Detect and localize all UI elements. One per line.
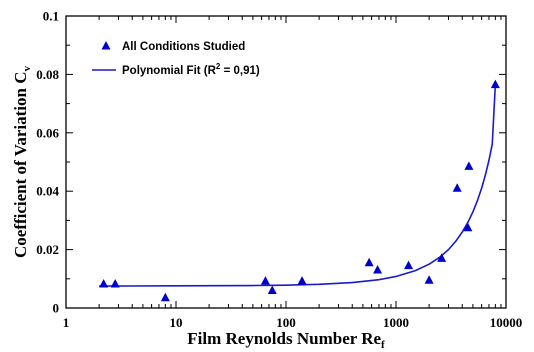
- data-point-marker: [424, 275, 434, 284]
- data-point-marker: [463, 222, 473, 232]
- data-point-marker: [490, 79, 500, 89]
- x-axis-title: Film Reynolds Number Ref: [187, 329, 385, 351]
- y-tick-label: 0: [53, 301, 60, 316]
- plot-frame: [65, 15, 507, 309]
- fit-layer: [99, 84, 497, 287]
- data-point-marker: [297, 276, 307, 285]
- data-point-marker: [99, 279, 109, 288]
- y-tick-label: 0.06: [36, 125, 59, 140]
- data-point-marker: [373, 265, 383, 274]
- axis-tick-labels: 1 10 100 1000 10000 0 0.02 0.04 0.06 0.08 0.1: [36, 9, 522, 331]
- x-tick-label: 1000: [383, 315, 409, 330]
- y-tick-label: 0.02: [36, 242, 59, 257]
- marker-layer: [99, 79, 500, 302]
- data-point-marker: [364, 257, 374, 267]
- legend: All Conditions Studied Polynomial Fit (R…: [92, 41, 260, 77]
- fit-curve: [99, 84, 497, 287]
- y-tick-label: 0.08: [36, 67, 59, 82]
- legend-label-fit: Polynomial Fit (R2 = 0,91): [122, 62, 260, 77]
- data-point-marker: [404, 260, 414, 270]
- data-point-marker: [437, 253, 447, 262]
- data-point-marker: [267, 285, 277, 294]
- x-tick-label: 100: [276, 315, 296, 330]
- data-point-marker: [110, 279, 120, 288]
- x-tick-label: 10: [170, 315, 183, 330]
- data-point-marker: [452, 183, 462, 192]
- legend-label-scatter: All Conditions Studied: [122, 41, 245, 53]
- y-tick-label: 0.04: [36, 184, 59, 199]
- legend-triangle-marker: [101, 41, 111, 50]
- x-tick-label: 1: [63, 315, 70, 330]
- data-point-marker: [160, 292, 170, 302]
- y-axis-title: Coefficient of Variation Cv: [11, 65, 33, 258]
- axis-ticks: [65, 15, 507, 309]
- x-tick-label: 10000: [490, 315, 523, 330]
- data-point-marker: [464, 161, 474, 170]
- data-point-marker: [260, 276, 270, 285]
- y-tick-label: 0.1: [43, 9, 59, 24]
